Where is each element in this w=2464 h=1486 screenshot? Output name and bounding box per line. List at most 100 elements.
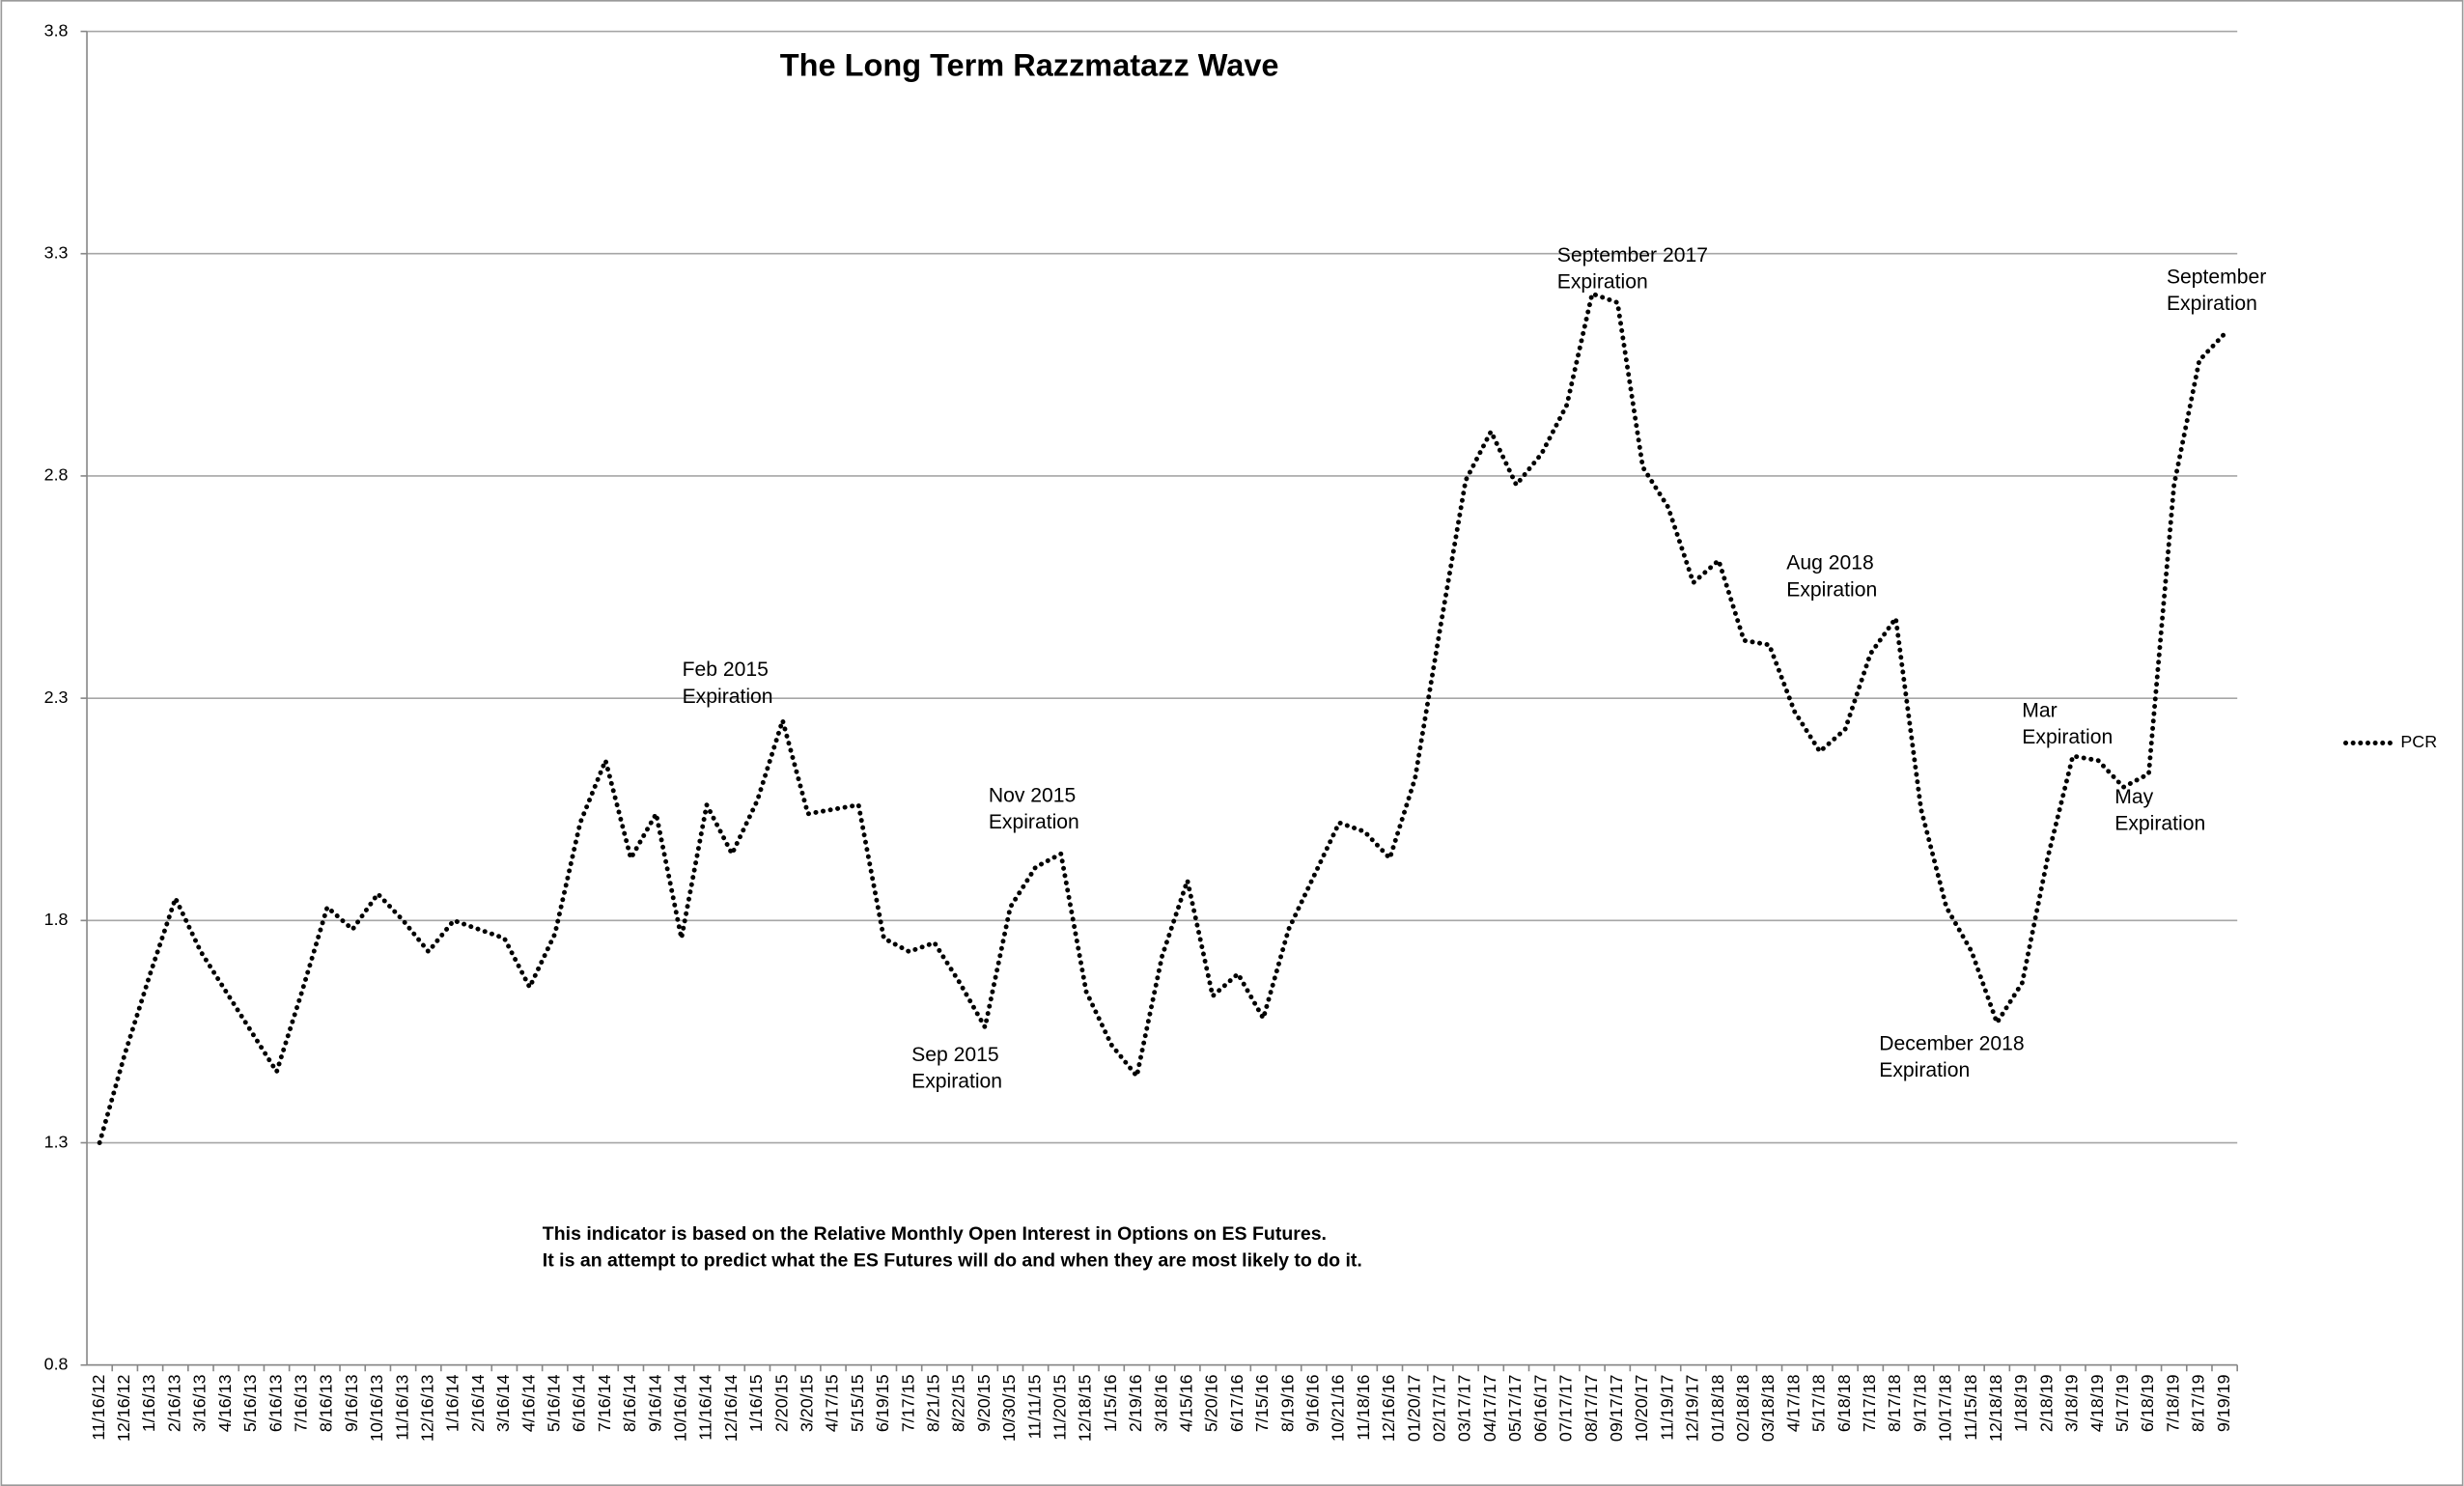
x-tick-label: 1/16/14 [443, 1374, 462, 1432]
x-tick-label: 4/16/14 [518, 1374, 538, 1432]
annotation: Expiration [2167, 293, 2257, 315]
x-tick-label: 6/16/14 [570, 1374, 589, 1432]
x-tick-label: 3/18/19 [2062, 1374, 2082, 1432]
x-tick-label: 11/15/18 [1961, 1374, 1980, 1440]
x-tick-label: 7/16/13 [291, 1374, 310, 1432]
x-tick-label: 10/30/15 [999, 1374, 1019, 1442]
annotation: May [2114, 786, 2153, 808]
y-tick-label: 1.8 [44, 910, 69, 929]
x-tick-label: 6/17/16 [1227, 1374, 1246, 1432]
x-tick-label: 8/19/16 [1277, 1374, 1297, 1432]
x-tick-label: 12/16/14 [721, 1374, 741, 1442]
x-tick-label: 4/16/13 [215, 1374, 235, 1432]
y-tick-label: 1.3 [44, 1132, 69, 1151]
x-tick-label: 12/16/13 [417, 1374, 436, 1442]
x-tick-label: 8/17/19 [2189, 1374, 2208, 1432]
x-tick-label: 10/16/13 [367, 1374, 386, 1442]
x-tick-label: 2/19/16 [1126, 1374, 1145, 1432]
x-tick-label: 8/16/14 [620, 1374, 639, 1432]
x-tick-label: 5/15/15 [848, 1374, 867, 1432]
x-tick-label: 8/22/15 [949, 1374, 968, 1432]
x-tick-label: 2/20/15 [771, 1374, 791, 1432]
y-tick-label: 2.8 [44, 465, 69, 485]
x-tick-label: 9/20/15 [974, 1374, 994, 1432]
annotation: Feb 2015 [683, 659, 769, 681]
x-tick-label: 9/16/13 [342, 1374, 361, 1432]
x-tick-label: 7/15/16 [1252, 1374, 1272, 1432]
x-tick-label: 7/17/15 [898, 1374, 917, 1432]
x-tick-label: 4/17/15 [823, 1374, 842, 1432]
x-tick-label: 9/17/18 [1910, 1374, 1929, 1432]
x-tick-label: 2/18/19 [2036, 1374, 2056, 1432]
x-tick-label: 10/16/14 [670, 1374, 689, 1442]
x-tick-label: 4/17/18 [1783, 1374, 1803, 1432]
legend-label: PCR [2400, 732, 2437, 751]
x-tick-label: 07/17/17 [1556, 1374, 1576, 1442]
y-tick-label: 0.8 [44, 1354, 69, 1373]
x-tick-label: 7/18/19 [2163, 1374, 2182, 1432]
x-tick-label: 03/18/18 [1758, 1374, 1778, 1442]
x-tick-label: 4/15/16 [1177, 1374, 1196, 1432]
x-tick-label: 11/16/14 [696, 1374, 715, 1440]
annotation: Expiration [1557, 270, 1648, 293]
x-tick-label: 1/15/16 [1101, 1374, 1120, 1432]
note: It is an attempt to predict what the ES … [543, 1250, 1362, 1272]
x-tick-label: 1/16/13 [139, 1374, 158, 1432]
x-tick-label: 12/18/15 [1076, 1374, 1095, 1442]
x-tick-label: 3/20/15 [797, 1374, 816, 1432]
x-tick-label: 03/17/17 [1455, 1374, 1474, 1442]
x-tick-label: 3/16/13 [190, 1374, 210, 1432]
x-tick-label: 10/17/18 [1936, 1374, 1955, 1442]
x-tick-label: 11/16/12 [89, 1374, 108, 1440]
annotation: Sep 2015 [911, 1044, 998, 1066]
y-tick-label: 3.3 [44, 242, 69, 262]
annotation: Expiration [1879, 1059, 1970, 1081]
annotation: September 2017 [1557, 244, 1708, 266]
annotation: Expiration [989, 811, 1079, 833]
annotation: Expiration [2022, 726, 2113, 748]
x-tick-label: 11/20/15 [1050, 1374, 1070, 1440]
annotation: Nov 2015 [989, 784, 1076, 806]
x-tick-label: 1/16/15 [746, 1374, 766, 1432]
x-tick-label: 11/16/13 [392, 1374, 411, 1440]
x-tick-label: 08/17/17 [1582, 1374, 1601, 1442]
x-tick-label: 02/17/17 [1430, 1374, 1449, 1442]
x-tick-label: 1/18/19 [2011, 1374, 2030, 1432]
x-tick-label: 5/16/14 [544, 1374, 563, 1432]
x-tick-label: 11/19/17 [1657, 1374, 1676, 1440]
x-tick-label: 12/16/16 [1379, 1374, 1398, 1442]
y-tick-label: 2.3 [44, 687, 69, 707]
annotation: Aug 2018 [1786, 552, 1873, 575]
x-tick-label: 09/17/17 [1607, 1374, 1626, 1442]
x-tick-label: 10/21/16 [1329, 1374, 1348, 1442]
annotation: September [2167, 266, 2266, 289]
x-tick-label: 02/18/18 [1733, 1374, 1752, 1442]
x-tick-label: 5/16/13 [240, 1374, 260, 1432]
x-tick-label: 6/16/13 [266, 1374, 285, 1432]
x-tick-label: 11/18/16 [1354, 1374, 1373, 1440]
x-tick-label: 05/17/17 [1505, 1374, 1525, 1442]
x-tick-label: 9/19/19 [2214, 1374, 2233, 1432]
annotation: December 2018 [1879, 1032, 2024, 1054]
x-tick-label: 01/18/18 [1708, 1374, 1727, 1442]
x-tick-label: 10/20/17 [1632, 1374, 1651, 1442]
x-tick-label: 12/18/18 [1986, 1374, 2005, 1442]
x-tick-label: 3/16/14 [493, 1374, 513, 1432]
x-tick-label: 11/11/15 [1024, 1374, 1044, 1439]
x-tick-label: 6/19/15 [873, 1374, 892, 1432]
note: This indicator is based on the Relative … [543, 1223, 1327, 1245]
x-tick-label: 7/16/14 [595, 1374, 614, 1432]
x-tick-label: 12/16/12 [114, 1374, 133, 1442]
x-tick-label: 5/17/19 [2113, 1374, 2132, 1432]
x-tick-label: 9/16/16 [1303, 1374, 1323, 1432]
x-tick-label: 12/19/17 [1683, 1374, 1702, 1442]
data-line [97, 291, 2227, 1145]
x-tick-label: 8/21/15 [924, 1374, 943, 1432]
x-tick-label: 7/17/18 [1860, 1374, 1879, 1432]
x-tick-label: 06/16/17 [1530, 1374, 1550, 1442]
x-tick-label: 4/18/19 [2087, 1374, 2107, 1432]
x-tick-label: 6/18/18 [1834, 1374, 1854, 1432]
